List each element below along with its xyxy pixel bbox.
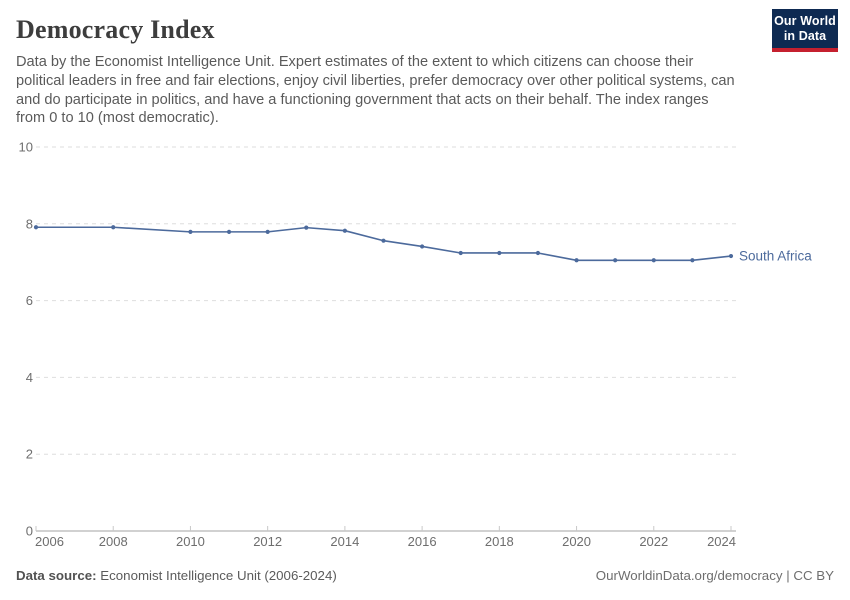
data-source-value: Economist Intelligence Unit (2006-2024) [96, 568, 337, 583]
data-source: Data source: Economist Intelligence Unit… [16, 568, 337, 583]
subtitle-line: from 0 to 10 (most democratic). [16, 110, 219, 127]
data-source-label: Data source: [16, 568, 97, 583]
subtitle-line: political leaders in free and fair elect… [16, 72, 735, 89]
x-axis-tick-label: 2018 [485, 534, 514, 549]
footer-links: OurWorldinData.org/democracy | CC BY [596, 568, 834, 583]
chart-area: 10 8 6 4 2 0 2006 2008 2010 2012 2014 2016 2018 2020 2… [0, 135, 850, 565]
data-point [420, 244, 425, 249]
chart-title: Democracy Index [16, 15, 215, 44]
x-axis-tick-label: 2022 [639, 534, 668, 549]
x-axis-tick-label: 2024 [707, 534, 736, 549]
owid-logo-text-line1: Our World [774, 14, 836, 28]
chart-header: Democracy Index Data by the Economist In… [0, 0, 850, 128]
x-axis-tick-label: 2006 [35, 534, 64, 549]
data-point [613, 258, 618, 263]
data-point [458, 250, 463, 256]
y-axis-tick-label: 6 [26, 293, 33, 308]
series-entity-label[interactable]: South Africa [739, 249, 812, 264]
data-point [690, 258, 695, 263]
data-point [111, 225, 116, 230]
series-line [35, 226, 732, 262]
data-point [651, 258, 656, 263]
y-axis-tick-label: 8 [26, 216, 33, 231]
footer-separator: | [782, 568, 794, 583]
data-point [304, 225, 309, 230]
chart-subtitle: Data by the Economist Intelligence Unit.… [16, 53, 834, 128]
subtitle-line: and do participate in politics, and have… [16, 91, 709, 108]
data-point [535, 250, 541, 256]
x-axis-tick-label: 2020 [562, 534, 591, 549]
y-axis-tick-label: 10 [19, 140, 33, 155]
x-axis-tick-label: 2008 [99, 534, 128, 549]
owid-logo[interactable]: Our World in Data [772, 9, 838, 52]
data-point [265, 229, 270, 234]
data-point [188, 229, 193, 234]
x-axis-tick-label: 2014 [330, 534, 359, 549]
x-axis-tick-label: 2010 [176, 534, 205, 549]
subtitle-line: Data by the Economist Intelligence Unit.… [16, 54, 694, 70]
data-point [381, 238, 386, 243]
data-point [574, 258, 579, 263]
x-axis-tick-label: 2016 [408, 534, 437, 549]
data-point [342, 228, 347, 233]
y-axis-tick-label: 4 [26, 370, 33, 385]
data-point [33, 225, 39, 230]
owid-logo-text-line2: in Data [783, 29, 827, 43]
y-axis-tick-label: 0 [26, 524, 33, 539]
data-point [226, 229, 232, 234]
data-point [497, 250, 502, 256]
chart-footer: Data source: Economist Intelligence Unit… [0, 568, 850, 583]
owid-url-link[interactable]: OurWorldinData.org/democracy [595, 568, 783, 583]
license-link[interactable]: CC BY [793, 568, 834, 583]
y-axis-tick-label: 2 [26, 447, 33, 462]
data-point [728, 253, 734, 259]
x-axis-tick-label: 2012 [253, 534, 282, 549]
